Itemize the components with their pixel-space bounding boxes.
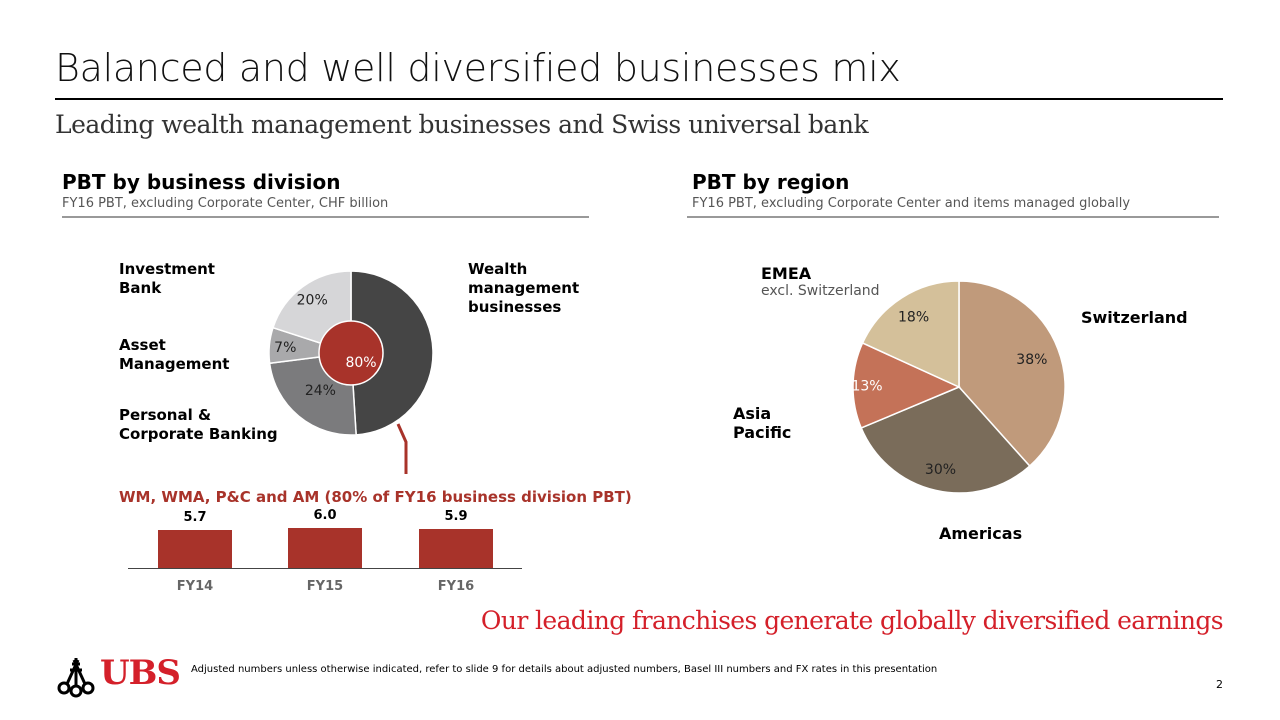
bar-chart-title: WM, WMA, P&C and AM (80% of FY16 busines… <box>119 488 632 506</box>
region-pie-chart: 38% 30% 13% 18% <box>851 280 1066 494</box>
label-emea-note: excl. Switzerland <box>761 283 880 299</box>
page-subtitle: Leading wealth management businesses and… <box>55 110 869 139</box>
region-section-divider <box>687 216 1219 218</box>
pie-slice-wealth-management-businesses <box>350 270 434 436</box>
label-switzerland: Switzerland <box>1081 308 1188 327</box>
title-divider <box>55 98 1223 100</box>
ubs-keys-logo-icon <box>57 658 95 698</box>
bar-value-fy15: 6.0 <box>313 508 337 523</box>
label-americas: Americas <box>939 524 1023 543</box>
pie-slice-asia-pacific <box>852 341 961 429</box>
label-emea: EMEA <box>761 264 812 283</box>
bar-value-fy16: 5.9 <box>444 508 468 524</box>
pie-label-asia-pacific: 13% <box>851 379 882 395</box>
pie-label-personal-corporate-banking: 24% <box>305 383 336 399</box>
page-number: 2 <box>1216 678 1223 691</box>
label-asset-management: Asset Management <box>119 336 230 373</box>
connector-bracket <box>396 423 408 474</box>
bar-category-fy14: FY14 <box>176 579 214 594</box>
bar-fy16 <box>419 528 493 568</box>
pie-label-switzerland: 38% <box>1016 352 1047 368</box>
bar-value-fy14: 5.7 <box>183 510 207 525</box>
label-investment-bank: Investment Bank <box>119 260 215 297</box>
bar-category-fy15: FY15 <box>306 579 344 594</box>
pie-label-investment-bank: 20% <box>297 293 328 309</box>
pie-label-americas: 30% <box>925 462 956 478</box>
ubs-logo-text: UBS <box>100 653 181 693</box>
pie-slice-emea <box>861 280 960 389</box>
division-section-title: PBT by business division <box>62 170 341 194</box>
region-section-subtitle: FY16 PBT, excluding Corporate Center and… <box>692 196 1131 211</box>
division-section-subtitle: FY16 PBT, excluding Corporate Center, CH… <box>62 196 389 211</box>
pie-label-emea: 18% <box>898 309 929 325</box>
label-wealth-management: Wealth management businesses <box>468 260 580 316</box>
division-section-divider <box>62 216 589 218</box>
bar-chart-axis <box>128 568 522 569</box>
pie-slice-americas <box>860 386 1031 494</box>
footnote: Adjusted numbers unless otherwise indica… <box>191 664 938 675</box>
bar-fy14 <box>158 530 232 568</box>
inner-slice-label: 80% <box>345 355 376 371</box>
page-title: Balanced and well diversified businesses… <box>55 46 901 90</box>
tagline: Our leading franchises generate globally… <box>480 606 1224 635</box>
pie-slice-switzerland <box>958 280 1066 468</box>
bar-category-fy16: FY16 <box>437 579 475 594</box>
label-personal-corporate-banking: Personal & Corporate Banking <box>119 406 278 443</box>
label-asia-pacific: Asia Pacific <box>733 404 792 442</box>
division-pie-chart: 80% 49%24%7%20% <box>268 270 434 436</box>
region-section-title: PBT by region <box>692 170 850 194</box>
bar-fy15 <box>288 528 362 568</box>
pie-label-asset-management: 7% <box>274 340 296 356</box>
inner-slice-core-businesses <box>318 320 384 386</box>
